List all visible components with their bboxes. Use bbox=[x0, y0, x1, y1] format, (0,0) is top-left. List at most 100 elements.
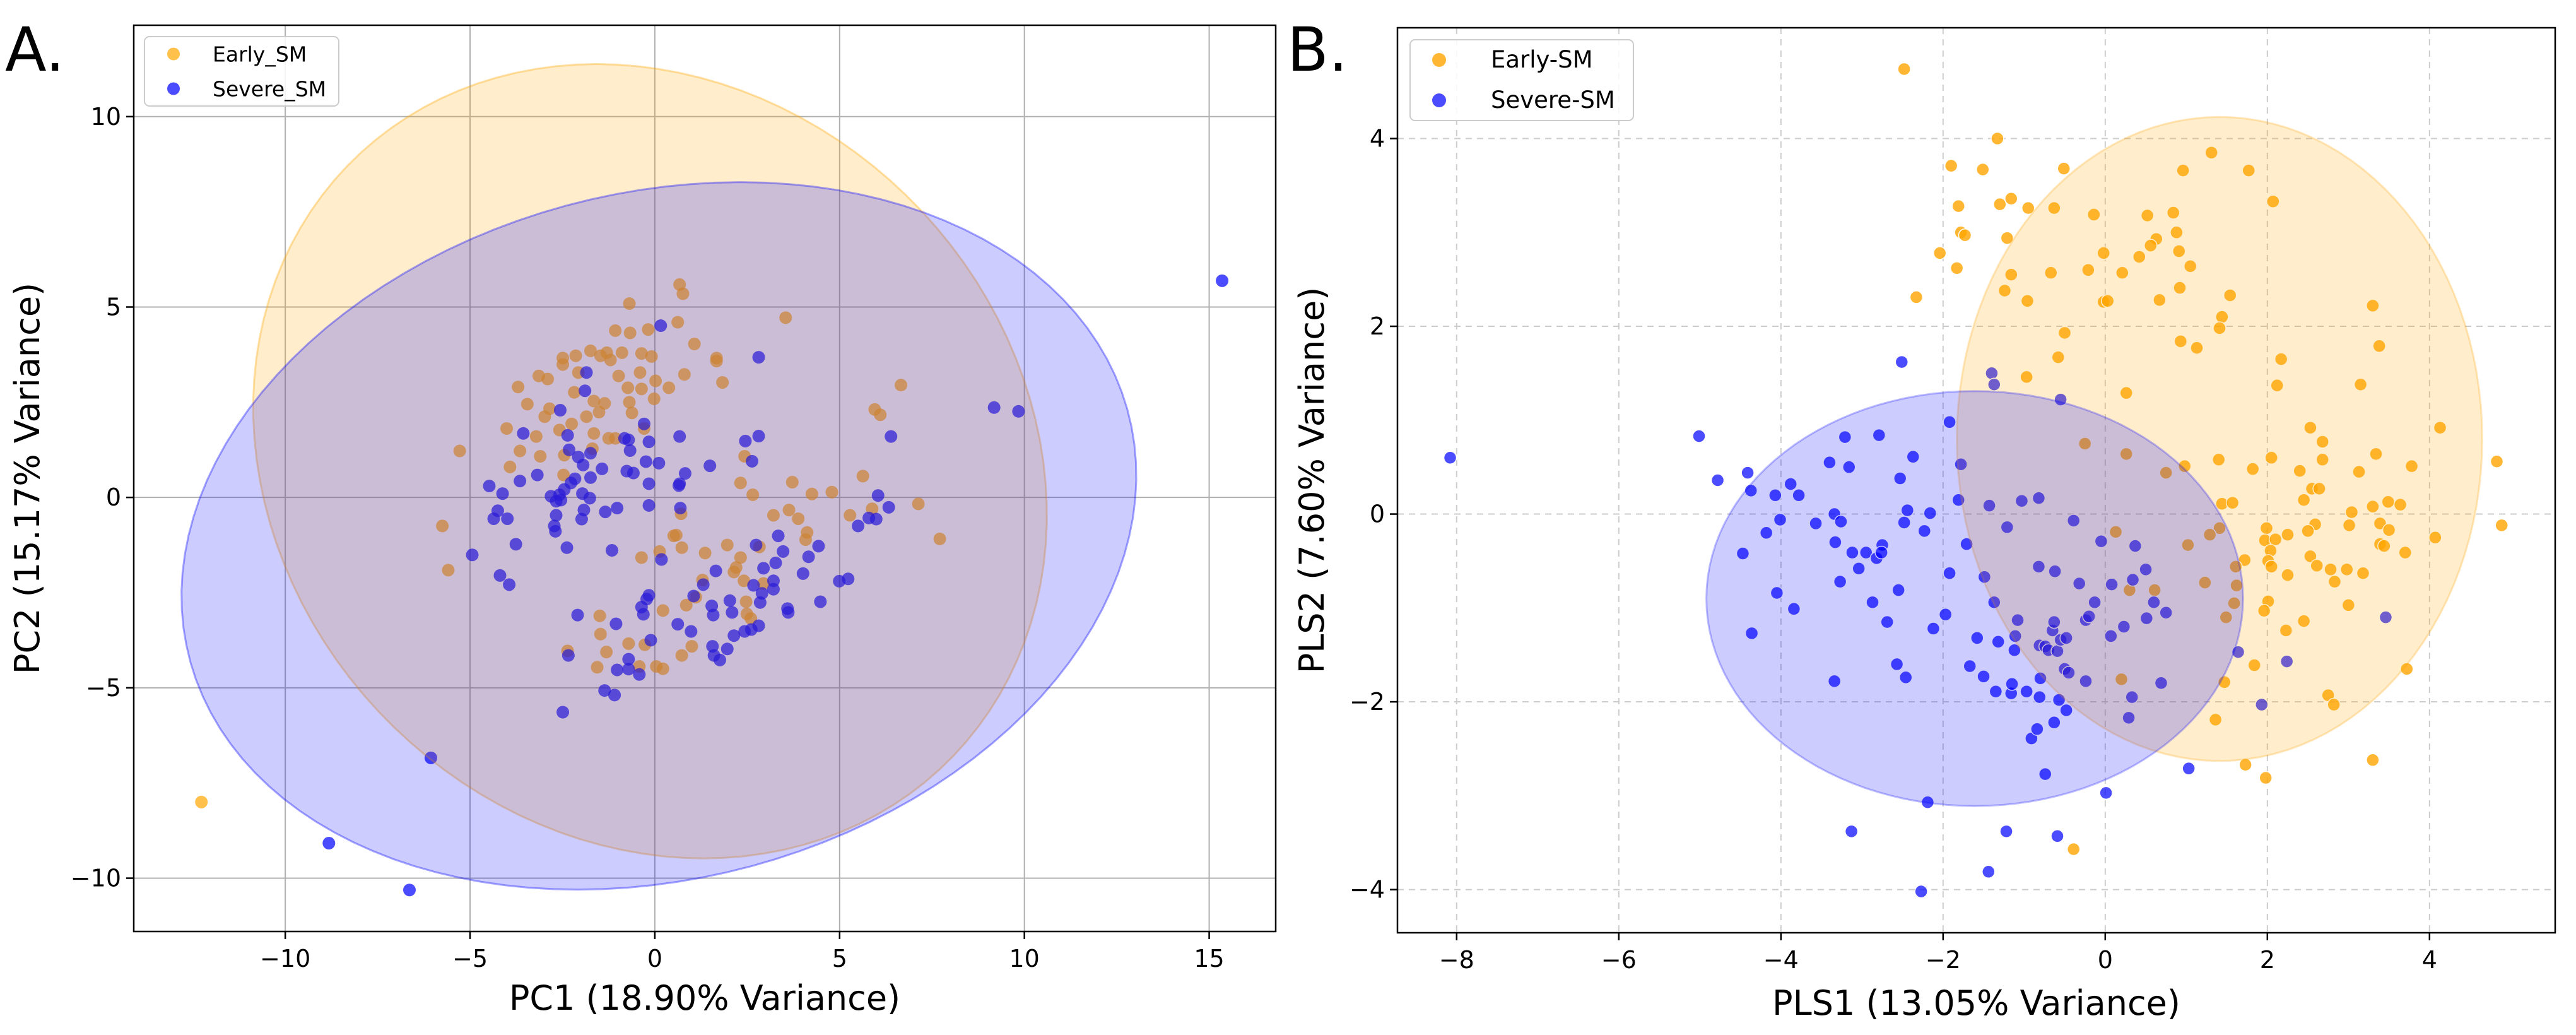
data-point bbox=[442, 564, 455, 577]
data-point bbox=[2072, 576, 2086, 591]
data-point bbox=[563, 443, 576, 456]
data-point bbox=[2183, 259, 2197, 273]
data-point bbox=[1991, 131, 2004, 146]
data-point bbox=[1970, 631, 1984, 645]
data-point bbox=[2099, 786, 2113, 800]
data-point bbox=[647, 392, 661, 405]
data-point bbox=[580, 410, 593, 423]
data-point bbox=[2495, 518, 2508, 533]
data-point bbox=[633, 366, 647, 379]
data-point bbox=[2315, 452, 2329, 467]
data-point bbox=[2400, 662, 2414, 676]
data-point bbox=[2057, 326, 2072, 340]
data-point bbox=[1991, 635, 2005, 649]
data-point bbox=[639, 455, 652, 468]
data-point bbox=[1900, 503, 1915, 518]
x-tick-label: 10 bbox=[1009, 945, 1040, 973]
data-point bbox=[723, 594, 736, 607]
data-point bbox=[1773, 512, 1787, 527]
data-point bbox=[753, 596, 767, 609]
data-point bbox=[556, 358, 570, 371]
data-point bbox=[541, 372, 555, 386]
data-point bbox=[1982, 499, 1996, 512]
data-point bbox=[2379, 610, 2393, 624]
y-tick-label: 2 bbox=[1370, 312, 1385, 340]
legend-box bbox=[1409, 39, 1634, 121]
y-tick-label: −2 bbox=[1350, 688, 1385, 716]
data-point bbox=[1216, 274, 1229, 287]
data-point bbox=[514, 444, 527, 458]
data-point bbox=[1744, 483, 1758, 498]
data-point bbox=[1977, 670, 1991, 683]
y-tick-label: −5 bbox=[86, 674, 121, 702]
data-point bbox=[2228, 560, 2243, 574]
data-point bbox=[777, 545, 790, 558]
data-point bbox=[662, 381, 676, 394]
data-point bbox=[720, 642, 734, 656]
data-point bbox=[1976, 162, 1990, 177]
data-point bbox=[2301, 524, 2315, 538]
data-point bbox=[2173, 334, 2188, 348]
data-point bbox=[577, 458, 590, 471]
data-point bbox=[2008, 629, 2022, 643]
data-point bbox=[852, 519, 865, 533]
data-point bbox=[1958, 228, 1972, 242]
data-point bbox=[1944, 158, 1958, 173]
data-point bbox=[625, 406, 638, 420]
data-point bbox=[779, 311, 792, 324]
data-point bbox=[856, 470, 869, 483]
data-point bbox=[604, 353, 617, 367]
data-point bbox=[1954, 457, 1968, 471]
data-point bbox=[739, 434, 752, 447]
data-point bbox=[1874, 545, 1888, 560]
data-point bbox=[1770, 586, 1784, 600]
data-point bbox=[1943, 415, 1956, 429]
data-point bbox=[2198, 576, 2212, 589]
data-point bbox=[2428, 530, 2442, 545]
data-point bbox=[1926, 622, 1941, 636]
data-point bbox=[769, 556, 782, 569]
data-point bbox=[571, 608, 584, 622]
data-point bbox=[1833, 574, 1847, 589]
data-point bbox=[757, 577, 770, 590]
data-point bbox=[734, 476, 747, 490]
data-point bbox=[726, 606, 739, 619]
data-point bbox=[2030, 722, 2044, 736]
data-point bbox=[767, 509, 780, 522]
data-point bbox=[2154, 676, 2168, 690]
y-tick-label: 4 bbox=[1370, 125, 1385, 153]
y-axis-label: PLS2 (7.60% Variance) bbox=[1292, 287, 1332, 674]
series-early-sm bbox=[1897, 62, 2508, 856]
data-point bbox=[2117, 620, 2131, 634]
data-point bbox=[642, 499, 656, 512]
data-point bbox=[2227, 596, 2241, 610]
legend-marker bbox=[1432, 93, 1446, 107]
data-point bbox=[436, 519, 449, 533]
data-point bbox=[2082, 609, 2096, 624]
data-point bbox=[579, 384, 592, 398]
data-point bbox=[587, 427, 601, 440]
data-point bbox=[633, 668, 646, 681]
data-point bbox=[2230, 578, 2244, 593]
data-point bbox=[678, 368, 691, 381]
data-point bbox=[1880, 615, 1894, 629]
data-point bbox=[493, 569, 507, 582]
data-point bbox=[2257, 604, 2271, 618]
data-point bbox=[560, 541, 573, 554]
data-point bbox=[1906, 450, 1920, 464]
data-point bbox=[2231, 645, 2245, 659]
data-point bbox=[2020, 294, 2035, 308]
data-point bbox=[2181, 538, 2195, 552]
data-point bbox=[2052, 693, 2066, 707]
data-point bbox=[637, 608, 650, 621]
data-point bbox=[2153, 293, 2167, 307]
data-point bbox=[2004, 191, 2018, 206]
data-point bbox=[738, 574, 751, 588]
data-point bbox=[1909, 290, 1924, 304]
data-point bbox=[2139, 562, 2153, 577]
legend-label: Early_SM bbox=[213, 42, 307, 67]
data-point bbox=[553, 403, 567, 417]
data-point bbox=[623, 396, 636, 409]
data-point bbox=[685, 640, 698, 653]
data-point bbox=[403, 884, 416, 897]
